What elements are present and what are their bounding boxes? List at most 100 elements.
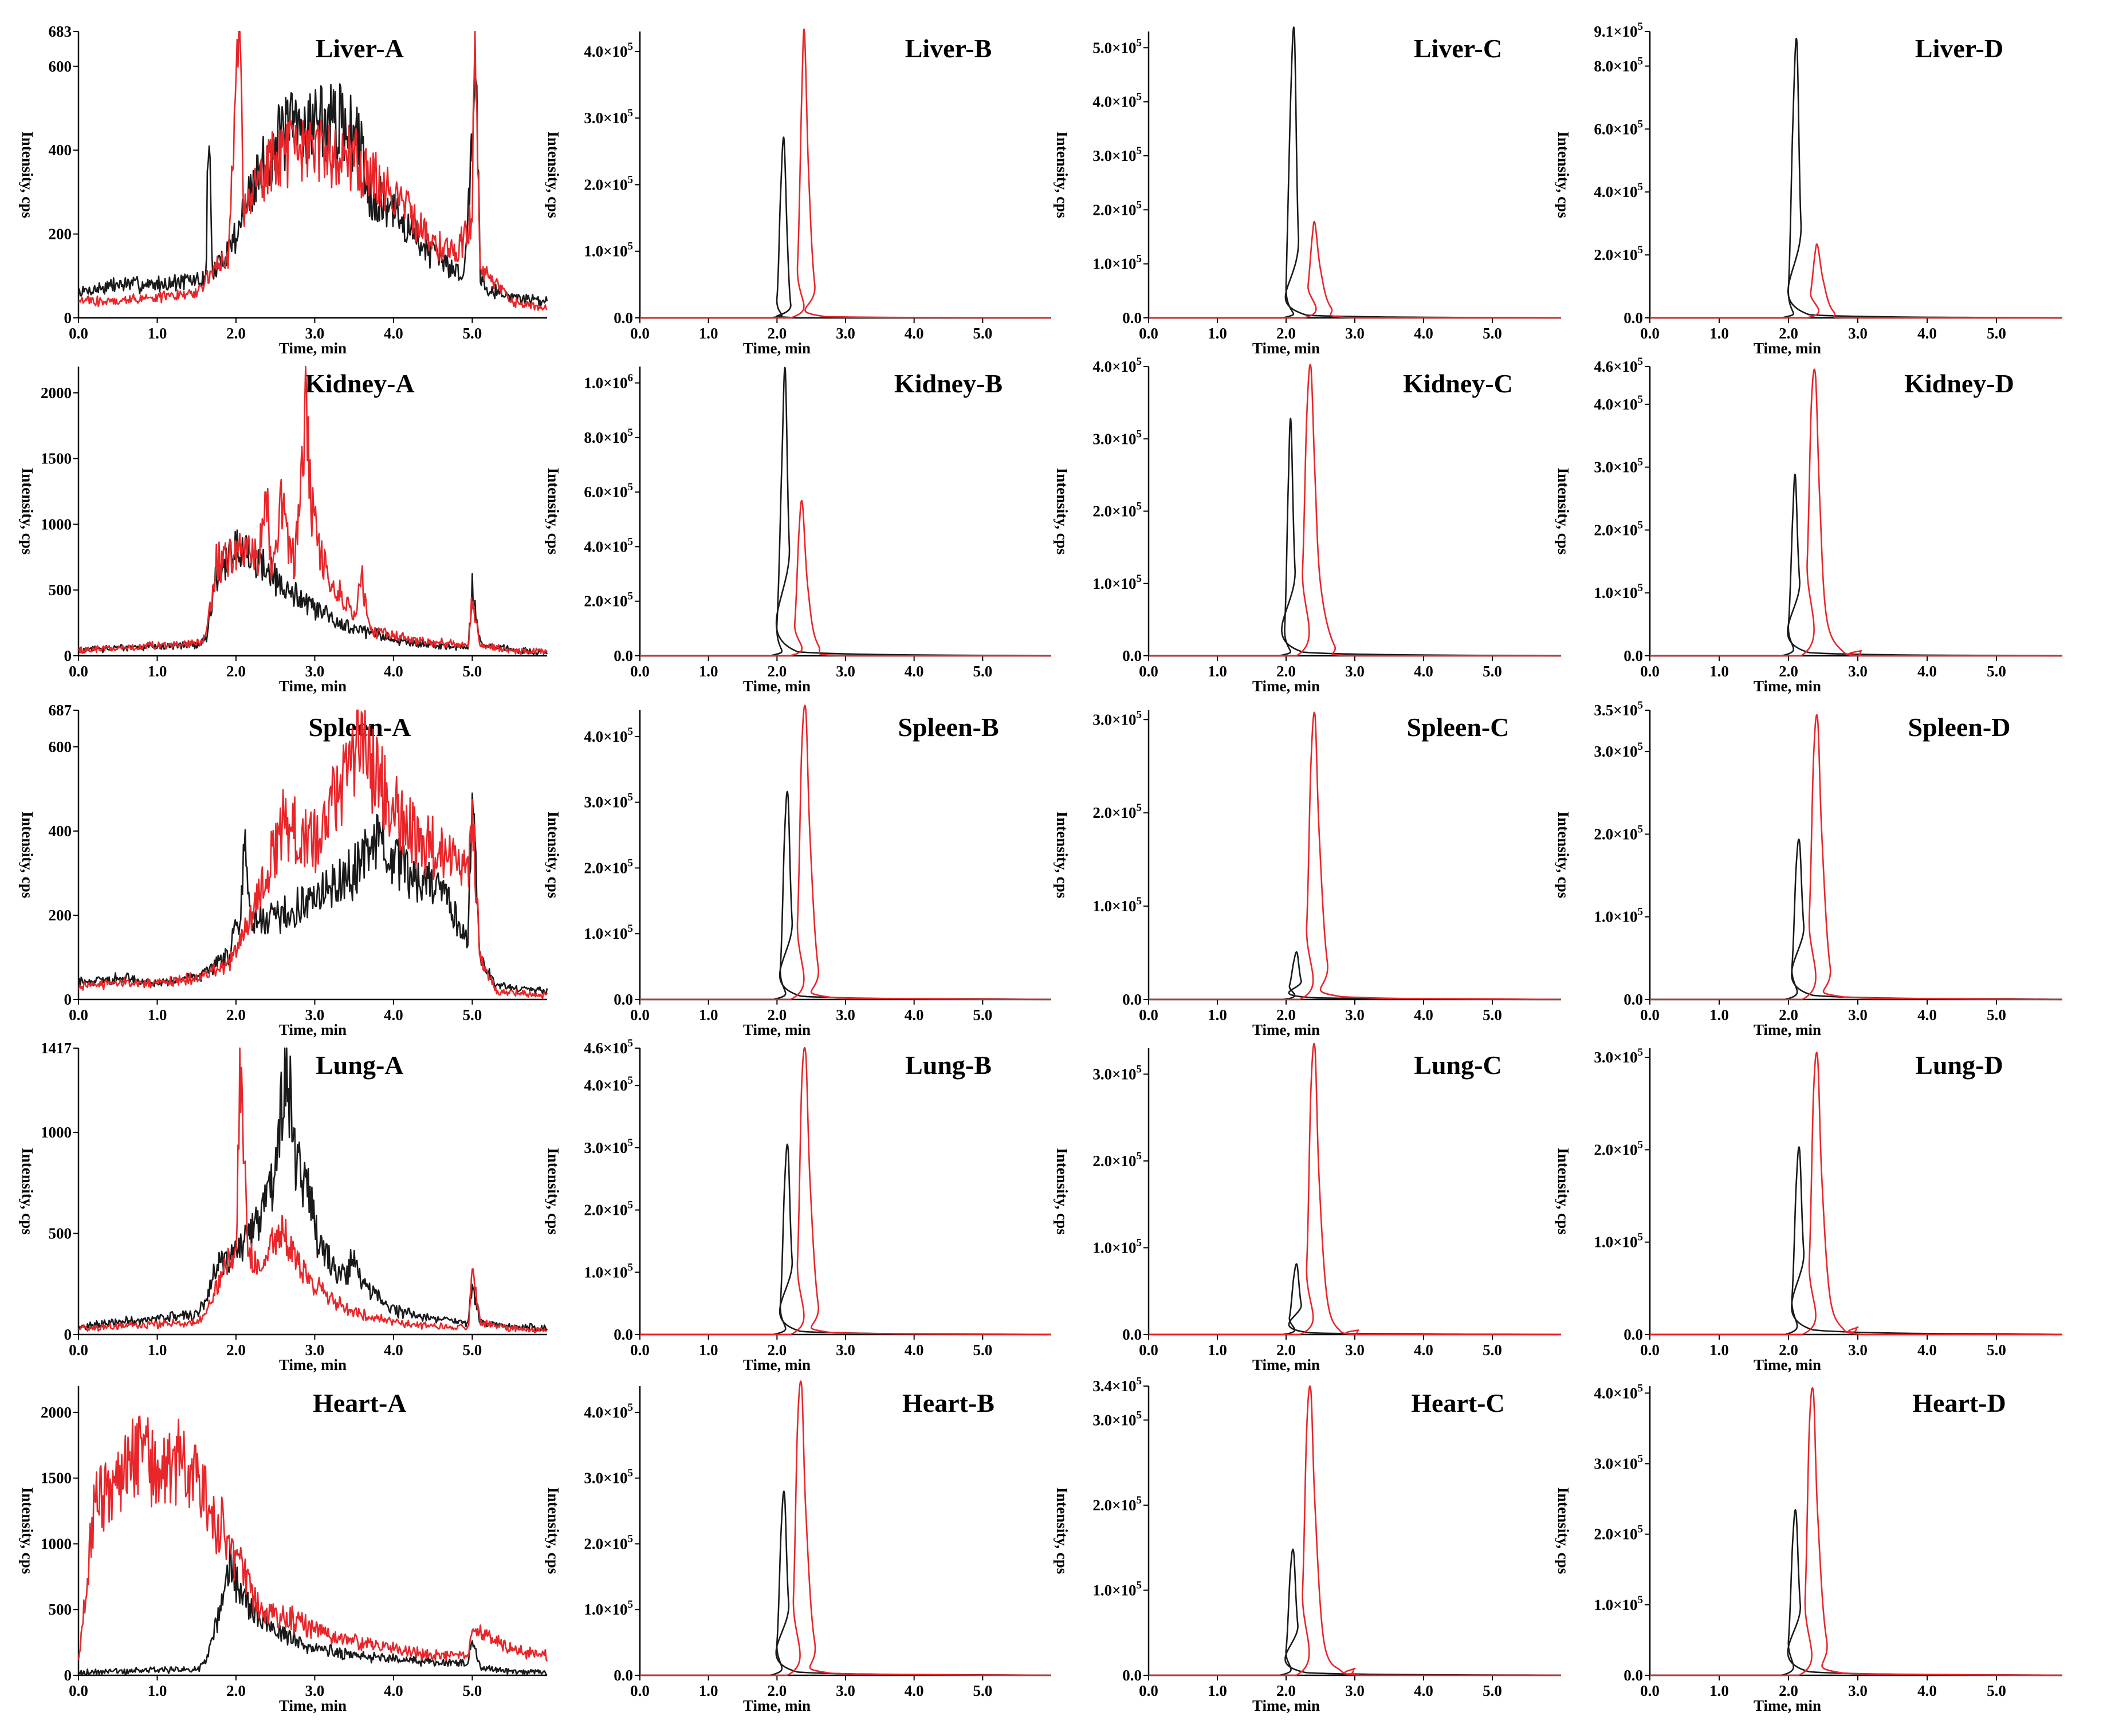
lung-c-red-trace <box>1149 1042 1561 1336</box>
liver-d-y-tick-label: 2.0×105 <box>1594 244 1643 263</box>
lung-c-black-trace <box>1149 1263 1562 1336</box>
spleen-d-x-tick-label: 5.0 <box>1987 1006 2006 1024</box>
kidney-d-x-tick-label: 2.0 <box>1779 663 1798 680</box>
lung-d-y-tick-label: 1.0×105 <box>1594 1231 1643 1251</box>
liver-d-y-tick-label: 0.0 <box>1624 309 1643 326</box>
heart-c-x-tick-label: 1.0 <box>1208 1682 1227 1699</box>
kidney-a-black-trace <box>78 529 548 655</box>
lung-c-y-tick-label: 1.0×105 <box>1092 1237 1142 1256</box>
heart-d-y-tick-label: 3.0×105 <box>1594 1452 1643 1472</box>
lung-d-red-trace <box>1650 1052 2062 1336</box>
lung-b-black-trace <box>640 1143 1052 1336</box>
lung-c-x-tick-label: 4.0 <box>1414 1341 1433 1359</box>
heart-b-x-tick-label: 3.0 <box>836 1682 855 1699</box>
heart-b-black-trace <box>640 1490 1052 1676</box>
lung-d-y-tick-label: 3.0×105 <box>1594 1046 1643 1066</box>
liver-b-black-trace <box>640 136 1051 319</box>
lung-b-y-tick-label: 4.0×105 <box>584 1074 633 1094</box>
panel-heart-d: 0.0 1.0 2.0 3.0 4.0 5.0 0.0 1.0×105 2.0×105 3.0×1… <box>1555 1382 2063 1714</box>
liver-c-y-tick-label: 5.0×105 <box>1092 37 1142 56</box>
liver-d-x-tick-label: 1.0 <box>1709 325 1729 342</box>
liver-a-y-title: Intensity, cps <box>19 131 36 218</box>
heart-b-x-tick-label: 1.0 <box>699 1682 718 1699</box>
lung-c-x-title: Time, min <box>1252 1356 1320 1373</box>
lung-d-title: Lung-D <box>1915 1050 2003 1080</box>
panel-liver-a: 0.0 1.0 2.0 3.0 4.0 5.0 0 200 400 600 683 Time, min… <box>19 23 548 357</box>
heart-a-y-tick-label: 1000 <box>41 1535 72 1552</box>
spleen-c-black-trace <box>1149 951 1562 1001</box>
lung-d-x-tick-label: 1.0 <box>1709 1341 1729 1359</box>
liver-c-red-trace <box>1149 221 1561 319</box>
kidney-d-y-max-label: 4.6×105 <box>1594 356 1643 375</box>
lung-d-x-tick-label: 3.0 <box>1848 1341 1868 1359</box>
lung-d-x-tick-label: 4.0 <box>1917 1341 1937 1359</box>
spleen-a-x-tick-label: 4.0 <box>384 1006 403 1024</box>
spleen-c-y-tick-label: 1.0×105 <box>1092 895 1142 915</box>
kidney-c-y-tick-label: 1.0×105 <box>1092 573 1142 592</box>
lung-b-x-tick-label: 4.0 <box>905 1341 924 1359</box>
spleen-b-title: Spleen-B <box>898 712 999 742</box>
lung-a-x-tick-label: 3.0 <box>305 1341 325 1359</box>
lung-d-black-trace <box>1650 1146 2063 1336</box>
liver-c-x-tick-label: 3.0 <box>1345 325 1365 342</box>
kidney-b-x-title: Time, min <box>743 678 811 695</box>
kidney-b-y-tick-label: 8.0×105 <box>584 427 633 446</box>
liver-d-y-tick-label: 4.0×105 <box>1594 181 1643 200</box>
panel-lung-a: 0.0 1.0 2.0 3.0 4.0 5.0 0 500 1000 1417 Time, min I… <box>19 1040 548 1373</box>
panel-spleen-c: 0.0 1.0 2.0 3.0 4.0 5.0 0.0 1.0×105 2.0×105 3.0×1… <box>1054 708 1562 1038</box>
kidney-d-y-tick-label: 0.0 <box>1624 647 1643 664</box>
spleen-d-black-trace <box>1650 839 2063 1001</box>
liver-d-x-tick-label: 4.0 <box>1917 325 1937 342</box>
liver-d-black-trace <box>1650 38 2063 319</box>
liver-b-y-tick-label: 0.0 <box>614 309 633 326</box>
liver-a-y-tick-label: 0 <box>64 309 72 326</box>
lung-b-y-title: Intensity, cps <box>545 1148 562 1235</box>
panel-liver-b: 0.0 1.0 2.0 3.0 4.0 5.0 0.0 1.0×105 2.0×105 3.0×1… <box>545 28 1052 357</box>
heart-d-black-trace <box>1650 1509 2063 1676</box>
panel-liver-c: 0.0 1.0 2.0 3.0 4.0 5.0 0.0 1.0×105 2.0×105 3.0×1… <box>1054 26 1562 357</box>
lung-d-x-title: Time, min <box>1754 1356 1821 1373</box>
heart-d-x-tick-label: 0.0 <box>1640 1682 1660 1699</box>
lung-b-x-title: Time, min <box>743 1356 811 1373</box>
spleen-c-x-tick-label: 1.0 <box>1208 1006 1227 1024</box>
heart-b-x-tick-label: 4.0 <box>905 1682 924 1699</box>
lung-c-x-tick-label: 2.0 <box>1276 1341 1296 1359</box>
panel-spleen-a: 0.0 1.0 2.0 3.0 4.0 5.0 0 200 400 600 687 Time, min… <box>19 702 548 1038</box>
heart-b-y-title: Intensity, cps <box>545 1487 562 1574</box>
spleen-d-red-trace <box>1650 714 2063 1001</box>
spleen-b-x-tick-label: 1.0 <box>699 1006 718 1024</box>
spleen-a-x-tick-label: 1.0 <box>148 1006 167 1024</box>
lung-a-x-tick-label: 5.0 <box>463 1341 482 1359</box>
kidney-b-black-trace <box>640 367 1052 657</box>
lung-b-y-tick-label: 2.0×105 <box>584 1199 633 1219</box>
kidney-a-y-title: Intensity, cps <box>19 468 36 555</box>
kidney-b-x-tick-label: 5.0 <box>973 663 992 680</box>
panel-heart-b: 0.0 1.0 2.0 3.0 4.0 5.0 0.0 1.0×105 2.0×105 3.0×1… <box>545 1380 1052 1714</box>
kidney-c-black-trace <box>1149 418 1562 657</box>
spleen-c-y-title: Intensity, cps <box>1054 812 1071 899</box>
heart-b-x-tick-label: 2.0 <box>767 1682 787 1699</box>
heart-b-x-title: Time, min <box>743 1697 811 1714</box>
kidney-c-x-tick-label: 4.0 <box>1414 663 1433 680</box>
spleen-b-x-tick-label: 0.0 <box>630 1006 650 1024</box>
spleen-b-y-tick-label: 0.0 <box>614 991 633 1008</box>
liver-b-x-tick-label: 4.0 <box>905 325 924 342</box>
liver-b-y-title: Intensity, cps <box>545 131 562 218</box>
kidney-c-x-tick-label: 5.0 <box>1483 663 1502 680</box>
kidney-d-x-tick-label: 5.0 <box>1987 663 2006 680</box>
heart-a-y-tick-label: 2000 <box>41 1404 72 1421</box>
spleen-b-x-tick-label: 2.0 <box>767 1006 787 1024</box>
liver-d-x-tick-label: 0.0 <box>1640 325 1660 342</box>
spleen-c-title: Spleen-C <box>1407 712 1510 742</box>
kidney-c-x-tick-label: 3.0 <box>1345 663 1365 680</box>
heart-d-y-title: Intensity, cps <box>1555 1487 1572 1574</box>
kidney-a-y-tick-label: 0 <box>64 647 72 664</box>
kidney-b-y-title: Intensity, cps <box>545 468 562 555</box>
kidney-c-y-tick-label: 3.0×105 <box>1092 428 1142 447</box>
spleen-c-y-tick-label: 3.0×105 <box>1092 708 1142 728</box>
panel-kidney-a: 0.0 1.0 2.0 3.0 4.0 5.0 0 500 1000 1500 2000 Time, … <box>19 365 548 695</box>
heart-b-red-trace <box>640 1380 1052 1676</box>
kidney-c-title: Kidney-C <box>1403 369 1513 398</box>
lung-a-x-tick-label: 1.0 <box>148 1341 167 1359</box>
kidney-b-y-tick-label: 2.0×105 <box>584 591 633 610</box>
